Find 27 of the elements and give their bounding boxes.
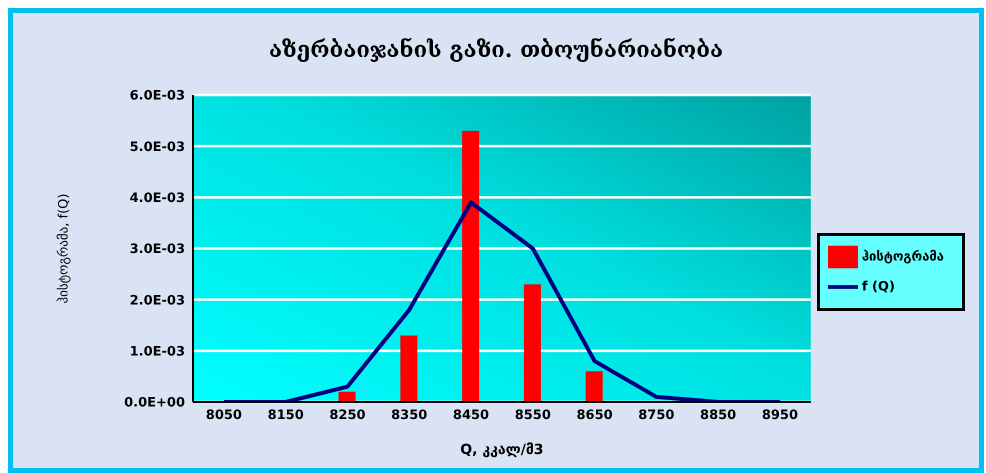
x-axis-title: Q, კკალ/მ3 bbox=[460, 442, 544, 458]
y-axis-title: ჰისტოგრამა, f(Q) bbox=[56, 194, 72, 304]
y-tick-label: 5.0E-03 bbox=[130, 140, 185, 155]
x-tick-label: 8050 bbox=[206, 408, 242, 424]
chart-title: აზერბაიჯანის გაზი. თბოუნარიანობა bbox=[268, 36, 724, 65]
line-series bbox=[222, 200, 782, 402]
y-tick-label: 0.0E+00 bbox=[124, 396, 185, 411]
y-tick-label: 3.0E-03 bbox=[130, 242, 185, 258]
y-tick-label: 6.0E-03 bbox=[130, 88, 185, 104]
x-tick-label: 8750 bbox=[638, 408, 674, 424]
y-tick-label: 2.0E-03 bbox=[130, 293, 185, 308]
bar bbox=[524, 284, 541, 402]
y-tick-label: 4.0E-03 bbox=[130, 190, 185, 206]
y-tick-label: 1.0E-03 bbox=[130, 344, 185, 360]
x-tick-label: 8950 bbox=[762, 408, 798, 424]
legend-label: f (Q) bbox=[862, 280, 895, 295]
x-tick-label: 8850 bbox=[700, 408, 736, 424]
bar bbox=[462, 130, 480, 402]
x-tick-label: 8150 bbox=[268, 408, 304, 424]
x-tick-label: 8450 bbox=[452, 408, 490, 424]
x-tick-label: 8550 bbox=[514, 408, 551, 424]
x-tick-label: 8350 bbox=[391, 408, 428, 424]
legend-label: ჰისტოგრამა bbox=[862, 250, 944, 265]
x-tick-label: 8650 bbox=[576, 408, 613, 424]
bar bbox=[586, 371, 603, 402]
bar bbox=[400, 335, 418, 402]
x-tick-label: 8250 bbox=[329, 408, 366, 424]
